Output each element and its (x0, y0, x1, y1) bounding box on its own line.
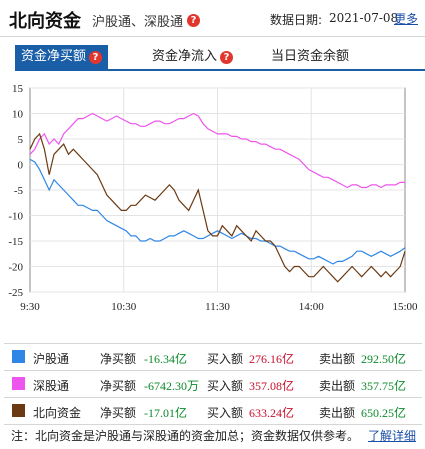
buy-value: 357.08亿 (249, 379, 295, 393)
legend-row-hgt: 沪股通 净买额 -16.34亿 买入额 276.16亿 卖出额 292.50亿 (4, 344, 422, 371)
more-link[interactable]: 更多 (394, 12, 419, 26)
swatch-north (12, 404, 25, 417)
buy-value: 276.16亿 (249, 352, 295, 366)
question-icon[interactable]: ? (89, 50, 103, 64)
buy-label: 买入额 (207, 406, 244, 420)
x-axis: 9:30 10:30 11:30 14:00 15:00 (20, 301, 418, 313)
buy-value: 633.24亿 (249, 406, 295, 420)
sell-value: 292.50亿 (361, 352, 407, 366)
sell-label: 卖出额 (319, 352, 356, 366)
y-tick-label: 5 (18, 134, 24, 146)
flow-chart: 15 10 5 0 -5 -10 -15 -20 -25 9:30 10:30 11:30 14:00… (8, 83, 418, 313)
header: 北向资金 沪股通、深股通 ? 数据日期: 2021-07-08 更多 (0, 0, 425, 36)
net-label: 净买额 (100, 352, 137, 366)
tab-net-buy[interactable]: 资金净买额 ? (15, 45, 109, 69)
swatch-sgt (12, 377, 25, 390)
page-title: 北向资金 (9, 11, 81, 32)
subtitle: 沪股通、深股通 ? (92, 11, 201, 30)
series-line-北向资金 (29, 132, 406, 283)
y-tick-label: 0 (18, 160, 24, 172)
y-tick-label: -20 (8, 262, 23, 274)
net-label: 净买额 (100, 379, 137, 393)
sell-label: 卖出额 (319, 379, 356, 393)
footnote: 注：北向资金是沪股通与深股通的资金加总；资金数据仅供参考。 (11, 429, 360, 443)
question-icon[interactable]: ? (187, 14, 201, 27)
x-tick-label: 15:00 (392, 301, 418, 313)
legend-row-sgt: 深股通 净买额 -6742.30万 买入额 357.08亿 卖出额 357.75… (4, 371, 422, 398)
chart-grid (29, 87, 406, 293)
tab-underline (15, 69, 425, 71)
legend-name: 沪股通 (33, 352, 70, 366)
net-label: 净买额 (100, 406, 137, 420)
legend-table: 沪股通 净买额 -16.34亿 买入额 276.16亿 卖出额 292.50亿 … (4, 343, 422, 425)
sell-label: 卖出额 (319, 406, 356, 420)
buy-label: 买入额 (207, 379, 244, 393)
sell-value: 650.25亿 (361, 406, 407, 420)
buy-label: 买入额 (207, 352, 244, 366)
legend-name: 深股通 (33, 379, 70, 393)
tab-balance[interactable]: 当日资金余额 (271, 45, 349, 69)
series-line-沪股通 (29, 158, 406, 265)
legend-row-north: 北向资金 净买额 -17.01亿 买入额 633.24亿 卖出额 650.25亿 (4, 398, 422, 425)
date-value: 2021-07-08 (329, 11, 399, 25)
tab-balance-label: 当日资金余额 (271, 49, 350, 64)
header-divider (0, 36, 425, 37)
net-value: -17.01亿 (144, 406, 187, 420)
question-icon[interactable]: ? (220, 50, 234, 64)
net-value: -6742.30万 (144, 379, 199, 393)
y-tick-label: 10 (12, 109, 24, 121)
x-tick-label: 11:30 (205, 301, 230, 313)
y-tick-label: -10 (8, 211, 23, 223)
legend-name: 北向资金 (33, 406, 82, 420)
tab-bar: 资金净买额 ? 资金净流入 ? 当日资金余额 (0, 45, 425, 71)
y-tick-label: -15 (8, 236, 23, 248)
tab-net-inflow[interactable]: 资金净流入 ? (152, 45, 234, 69)
date-label: 数据日期: (270, 13, 323, 27)
y-axis: 15 10 5 0 -5 -10 -15 -20 -25 (8, 83, 23, 299)
x-tick-label: 10:30 (111, 301, 137, 313)
sell-value: 357.75亿 (361, 379, 407, 393)
y-tick-label: -25 (8, 287, 23, 299)
y-tick-label: -5 (14, 185, 24, 197)
series-line-深股通 (29, 112, 405, 189)
tab-net-inflow-label: 资金净流入 (152, 49, 218, 64)
net-value: -16.34亿 (144, 352, 187, 366)
learn-more-link[interactable]: 了解详细 (368, 429, 417, 443)
tab-net-buy-label: 资金净买额 (21, 49, 87, 64)
subtitle-text: 沪股通、深股通 (92, 15, 184, 30)
x-tick-label: 9:30 (20, 301, 40, 313)
y-tick-label: 15 (12, 83, 24, 95)
x-tick-label: 14:00 (299, 301, 325, 313)
chart-series (29, 112, 406, 283)
swatch-hgt (12, 350, 25, 363)
